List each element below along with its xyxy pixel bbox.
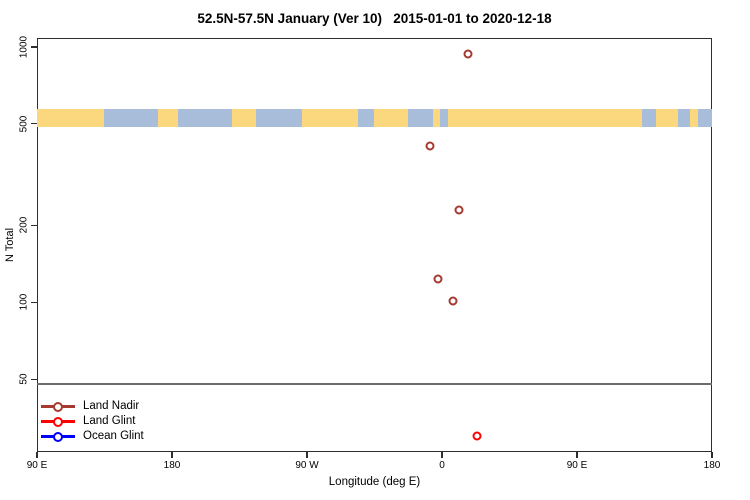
y-tick xyxy=(31,46,37,48)
map-segment-ocean xyxy=(177,108,232,127)
open-circle-icon xyxy=(53,402,63,412)
y-tick xyxy=(31,301,37,304)
chart-title: 52.5N-57.5N January (Ver 10) 2015-01-01 … xyxy=(197,11,552,26)
map-segment-land xyxy=(447,108,642,127)
y-tick-label: 200 xyxy=(18,217,30,234)
y-tick-label: 500 xyxy=(18,115,30,133)
x-tick xyxy=(711,452,713,458)
legend-marker xyxy=(41,399,75,414)
legend-item: Land Glint xyxy=(41,414,144,429)
data-point-land-nadir xyxy=(425,141,435,151)
map-segment-ocean xyxy=(677,108,690,127)
x-tick-label: 180 xyxy=(703,460,721,471)
map-segment-land xyxy=(231,108,256,127)
x-tick-label: 90 E xyxy=(26,460,48,471)
x-tick-label: 90 E xyxy=(566,460,588,471)
y-axis-label: N Total xyxy=(4,227,16,263)
map-segment-land xyxy=(158,108,178,127)
x-tick-label: 90 W xyxy=(295,460,319,471)
map-segment-ocean xyxy=(407,108,433,127)
legend: Land Nadir Land Glint Ocean Glint xyxy=(41,399,144,444)
x-tick xyxy=(306,452,308,458)
y-tick-label: 1000 xyxy=(18,35,30,58)
reference-line xyxy=(37,383,712,385)
map-segment-ocean xyxy=(697,108,712,127)
open-circle-icon xyxy=(53,432,63,442)
legend-label: Land Glint xyxy=(83,415,136,427)
map-segment-land xyxy=(373,108,408,127)
data-point-land-nadir xyxy=(463,49,472,59)
map-segment-land xyxy=(689,108,698,127)
map-segment-land xyxy=(655,108,678,127)
x-tick xyxy=(36,452,38,458)
x-tick xyxy=(171,452,173,458)
map-segment-land xyxy=(432,108,440,127)
data-point-land-nadir xyxy=(433,274,442,284)
map-segment-ocean xyxy=(357,108,374,127)
map-band xyxy=(37,108,712,127)
data-point-land-glint xyxy=(472,431,481,441)
y-tick xyxy=(31,224,37,227)
map-segment-ocean xyxy=(255,108,302,127)
legend-item: Land Nadir xyxy=(41,399,144,414)
map-segment-land xyxy=(37,108,104,127)
y-tick xyxy=(31,122,37,125)
y-tick xyxy=(31,378,37,381)
x-tick-label: 0 xyxy=(439,460,445,471)
data-point-land-nadir xyxy=(454,205,463,215)
y-tick-label: 50 xyxy=(18,373,30,385)
x-tick-label: 180 xyxy=(163,460,181,471)
x-tick xyxy=(576,452,578,458)
map-segment-ocean xyxy=(104,108,158,127)
x-axis-label: Longitude (deg E) xyxy=(328,476,421,488)
legend-label: Ocean Glint xyxy=(83,430,144,442)
plot-area xyxy=(37,38,712,452)
x-tick xyxy=(441,452,443,458)
map-segment-ocean xyxy=(641,108,656,127)
open-circle-icon xyxy=(53,417,63,427)
legend-label: Land Nadir xyxy=(83,400,140,412)
data-point-land-nadir xyxy=(448,296,457,306)
map-segment-land xyxy=(301,108,358,127)
y-tick-label: 100 xyxy=(18,294,30,311)
legend-marker xyxy=(41,414,75,429)
legend-marker xyxy=(41,429,75,444)
legend-item: Ocean Glint xyxy=(41,429,144,444)
map-segment-ocean xyxy=(439,108,448,127)
